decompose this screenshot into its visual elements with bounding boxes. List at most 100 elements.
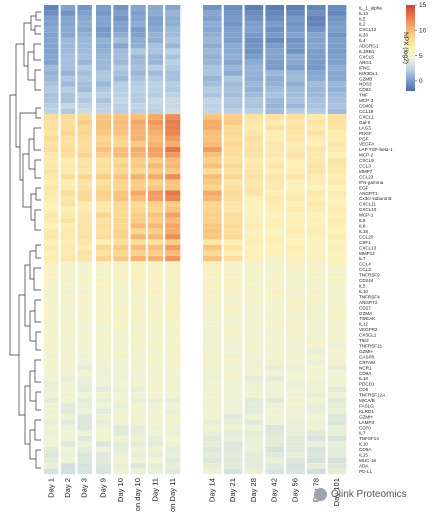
row-label: VEGFR2	[359, 327, 378, 332]
heatmap-cell	[286, 310, 305, 316]
heatmap-cell	[77, 315, 92, 322]
heatmap-cell	[307, 97, 326, 104]
heatmap-cell	[265, 234, 284, 240]
heatmap-cell	[165, 441, 181, 447]
heatmap-cell	[44, 5, 59, 11]
heatmap-cell	[147, 261, 163, 267]
heatmap-cell	[165, 174, 181, 180]
heatmap-cell	[147, 212, 163, 218]
heatmap-cell	[223, 408, 243, 415]
heatmap-cell	[130, 163, 146, 169]
heatmap-cell	[77, 15, 92, 22]
heatmap-cell	[265, 332, 284, 338]
heatmap-cell	[244, 364, 264, 371]
dendrogram-branch	[34, 25, 41, 35]
heatmap-cell	[44, 381, 59, 387]
heatmap-cell	[265, 364, 284, 371]
heatmap-cell	[113, 103, 129, 109]
heatmap-cell	[265, 392, 284, 398]
heatmap-cell	[60, 5, 76, 11]
heatmap-cell	[265, 288, 284, 295]
heatmap-cell	[77, 337, 92, 344]
heatmap-cell	[96, 239, 112, 246]
row-label: PD-L1	[359, 469, 372, 474]
column-label: Day 21	[228, 478, 237, 502]
heatmap-cell	[130, 86, 146, 93]
heatmap-cell	[203, 304, 222, 311]
heatmap-cell	[60, 146, 76, 153]
heatmap-cell	[113, 332, 129, 338]
heatmap-cell	[60, 414, 76, 420]
heatmap-cell	[130, 288, 146, 295]
heatmap-cell	[307, 70, 326, 77]
heatmap-cell	[265, 81, 284, 87]
heatmap-cell	[286, 174, 305, 180]
heatmap-cell	[130, 64, 146, 71]
heatmap-cell	[244, 190, 264, 197]
heatmap-cell	[147, 86, 163, 93]
heatmap-cell	[44, 321, 59, 327]
heatmap-cell	[147, 310, 163, 316]
heatmap-cell	[244, 179, 264, 186]
row-label: IL18	[359, 376, 368, 381]
heatmap-cell	[44, 43, 59, 49]
heatmap-cell	[203, 310, 222, 316]
heatmap-cell	[327, 266, 347, 273]
heatmap-cell	[165, 375, 181, 382]
heatmap-cell	[96, 299, 112, 306]
heatmap-cell	[307, 468, 326, 475]
heatmap-cell	[286, 75, 305, 82]
heatmap-cell	[147, 179, 163, 186]
heatmap-cell	[244, 141, 264, 147]
heatmap-cell	[77, 81, 92, 87]
heatmap-cell	[113, 261, 129, 267]
heatmap-cell	[165, 266, 181, 273]
heatmap-cell	[307, 184, 326, 191]
row-label: PDGF	[359, 131, 372, 136]
heatmap-cell	[265, 304, 284, 311]
heatmap-cell	[223, 168, 243, 175]
heatmap-cell	[327, 108, 347, 115]
dendrogram-branch	[35, 244, 41, 259]
heatmap-cell	[286, 332, 305, 338]
heatmap-cell	[307, 337, 326, 344]
heatmap-cell	[60, 441, 76, 447]
heatmap-cell	[203, 81, 222, 87]
heatmap-cell	[165, 32, 181, 38]
heatmap-cell	[130, 370, 146, 376]
heatmap-cell	[113, 201, 129, 207]
heatmap-cell	[77, 364, 92, 371]
heatmap-cell	[327, 212, 347, 218]
heatmap-cell	[60, 304, 76, 311]
heatmap-cell	[130, 92, 146, 98]
heatmap-cell	[165, 419, 181, 426]
heatmap-cell	[113, 272, 129, 278]
heatmap-cell	[307, 266, 326, 273]
heatmap-cell	[60, 21, 76, 27]
heatmap-cell	[60, 321, 76, 327]
row-label: CD40L	[359, 104, 374, 109]
heatmap-cell	[244, 332, 264, 338]
heatmap-cell	[44, 124, 59, 131]
heatmap-cell	[265, 354, 284, 360]
heatmap-cell	[265, 337, 284, 344]
heatmap-cell	[327, 403, 347, 409]
heatmap-cell	[265, 135, 284, 142]
heatmap-cell	[130, 337, 146, 344]
heatmap-cell	[130, 124, 146, 131]
heatmap-cell	[113, 299, 129, 306]
heatmap-cell	[265, 119, 284, 126]
heatmap-cell	[244, 168, 264, 175]
heatmap-cell	[147, 277, 163, 284]
heatmap-cell	[165, 48, 181, 55]
heatmap-cell	[60, 86, 76, 93]
heatmap-cell	[307, 261, 326, 267]
heatmap-cell	[244, 130, 264, 137]
heatmap-cell	[130, 299, 146, 306]
heatmap-cell	[130, 343, 146, 349]
heatmap-cell	[147, 370, 163, 376]
heatmap-cell	[77, 310, 92, 316]
heatmap-cell	[327, 386, 347, 393]
heatmap-cell	[113, 190, 129, 197]
row-label: CX3CL1	[359, 333, 377, 338]
